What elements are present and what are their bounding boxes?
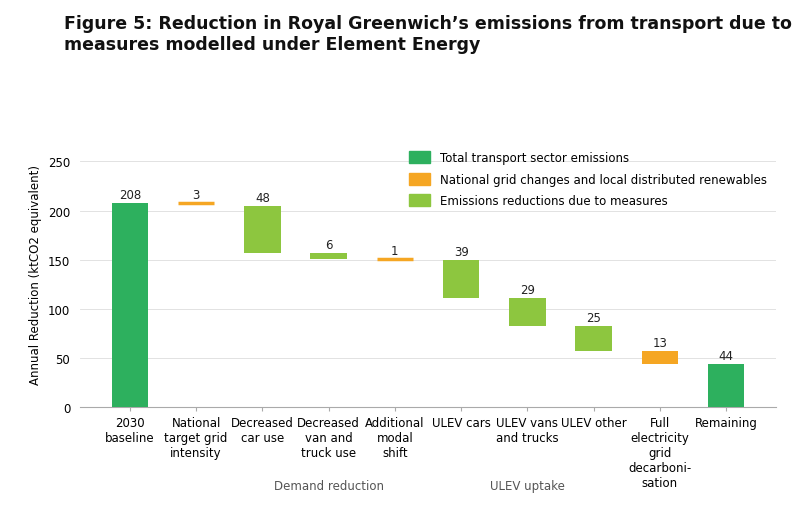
Bar <box>112 203 148 407</box>
Text: 29: 29 <box>520 284 535 296</box>
Bar <box>708 364 744 407</box>
Text: Figure 5: Reduction in Royal Greenwich’s emissions from transport due to
measure: Figure 5: Reduction in Royal Greenwich’s… <box>64 15 792 54</box>
Text: 6: 6 <box>325 238 332 251</box>
Bar <box>575 327 612 351</box>
Y-axis label: Annual Reduction (ktCO2 equivalent): Annual Reduction (ktCO2 equivalent) <box>30 165 42 385</box>
Text: 44: 44 <box>718 349 734 362</box>
Bar <box>443 260 479 298</box>
Text: Demand reduction: Demand reduction <box>274 479 384 492</box>
Bar <box>642 351 678 364</box>
Text: ULEV uptake: ULEV uptake <box>490 479 565 492</box>
Bar <box>310 253 347 259</box>
Bar <box>509 298 546 327</box>
Bar <box>244 206 281 253</box>
Legend: Total transport sector emissions, National grid changes and local distributed re: Total transport sector emissions, Nation… <box>406 149 770 211</box>
Text: 25: 25 <box>586 312 601 325</box>
Text: 1: 1 <box>391 244 398 257</box>
Text: 3: 3 <box>193 188 200 202</box>
Text: 48: 48 <box>255 191 270 204</box>
Text: 39: 39 <box>454 245 469 258</box>
Text: 13: 13 <box>653 336 667 349</box>
Text: 208: 208 <box>118 188 141 202</box>
